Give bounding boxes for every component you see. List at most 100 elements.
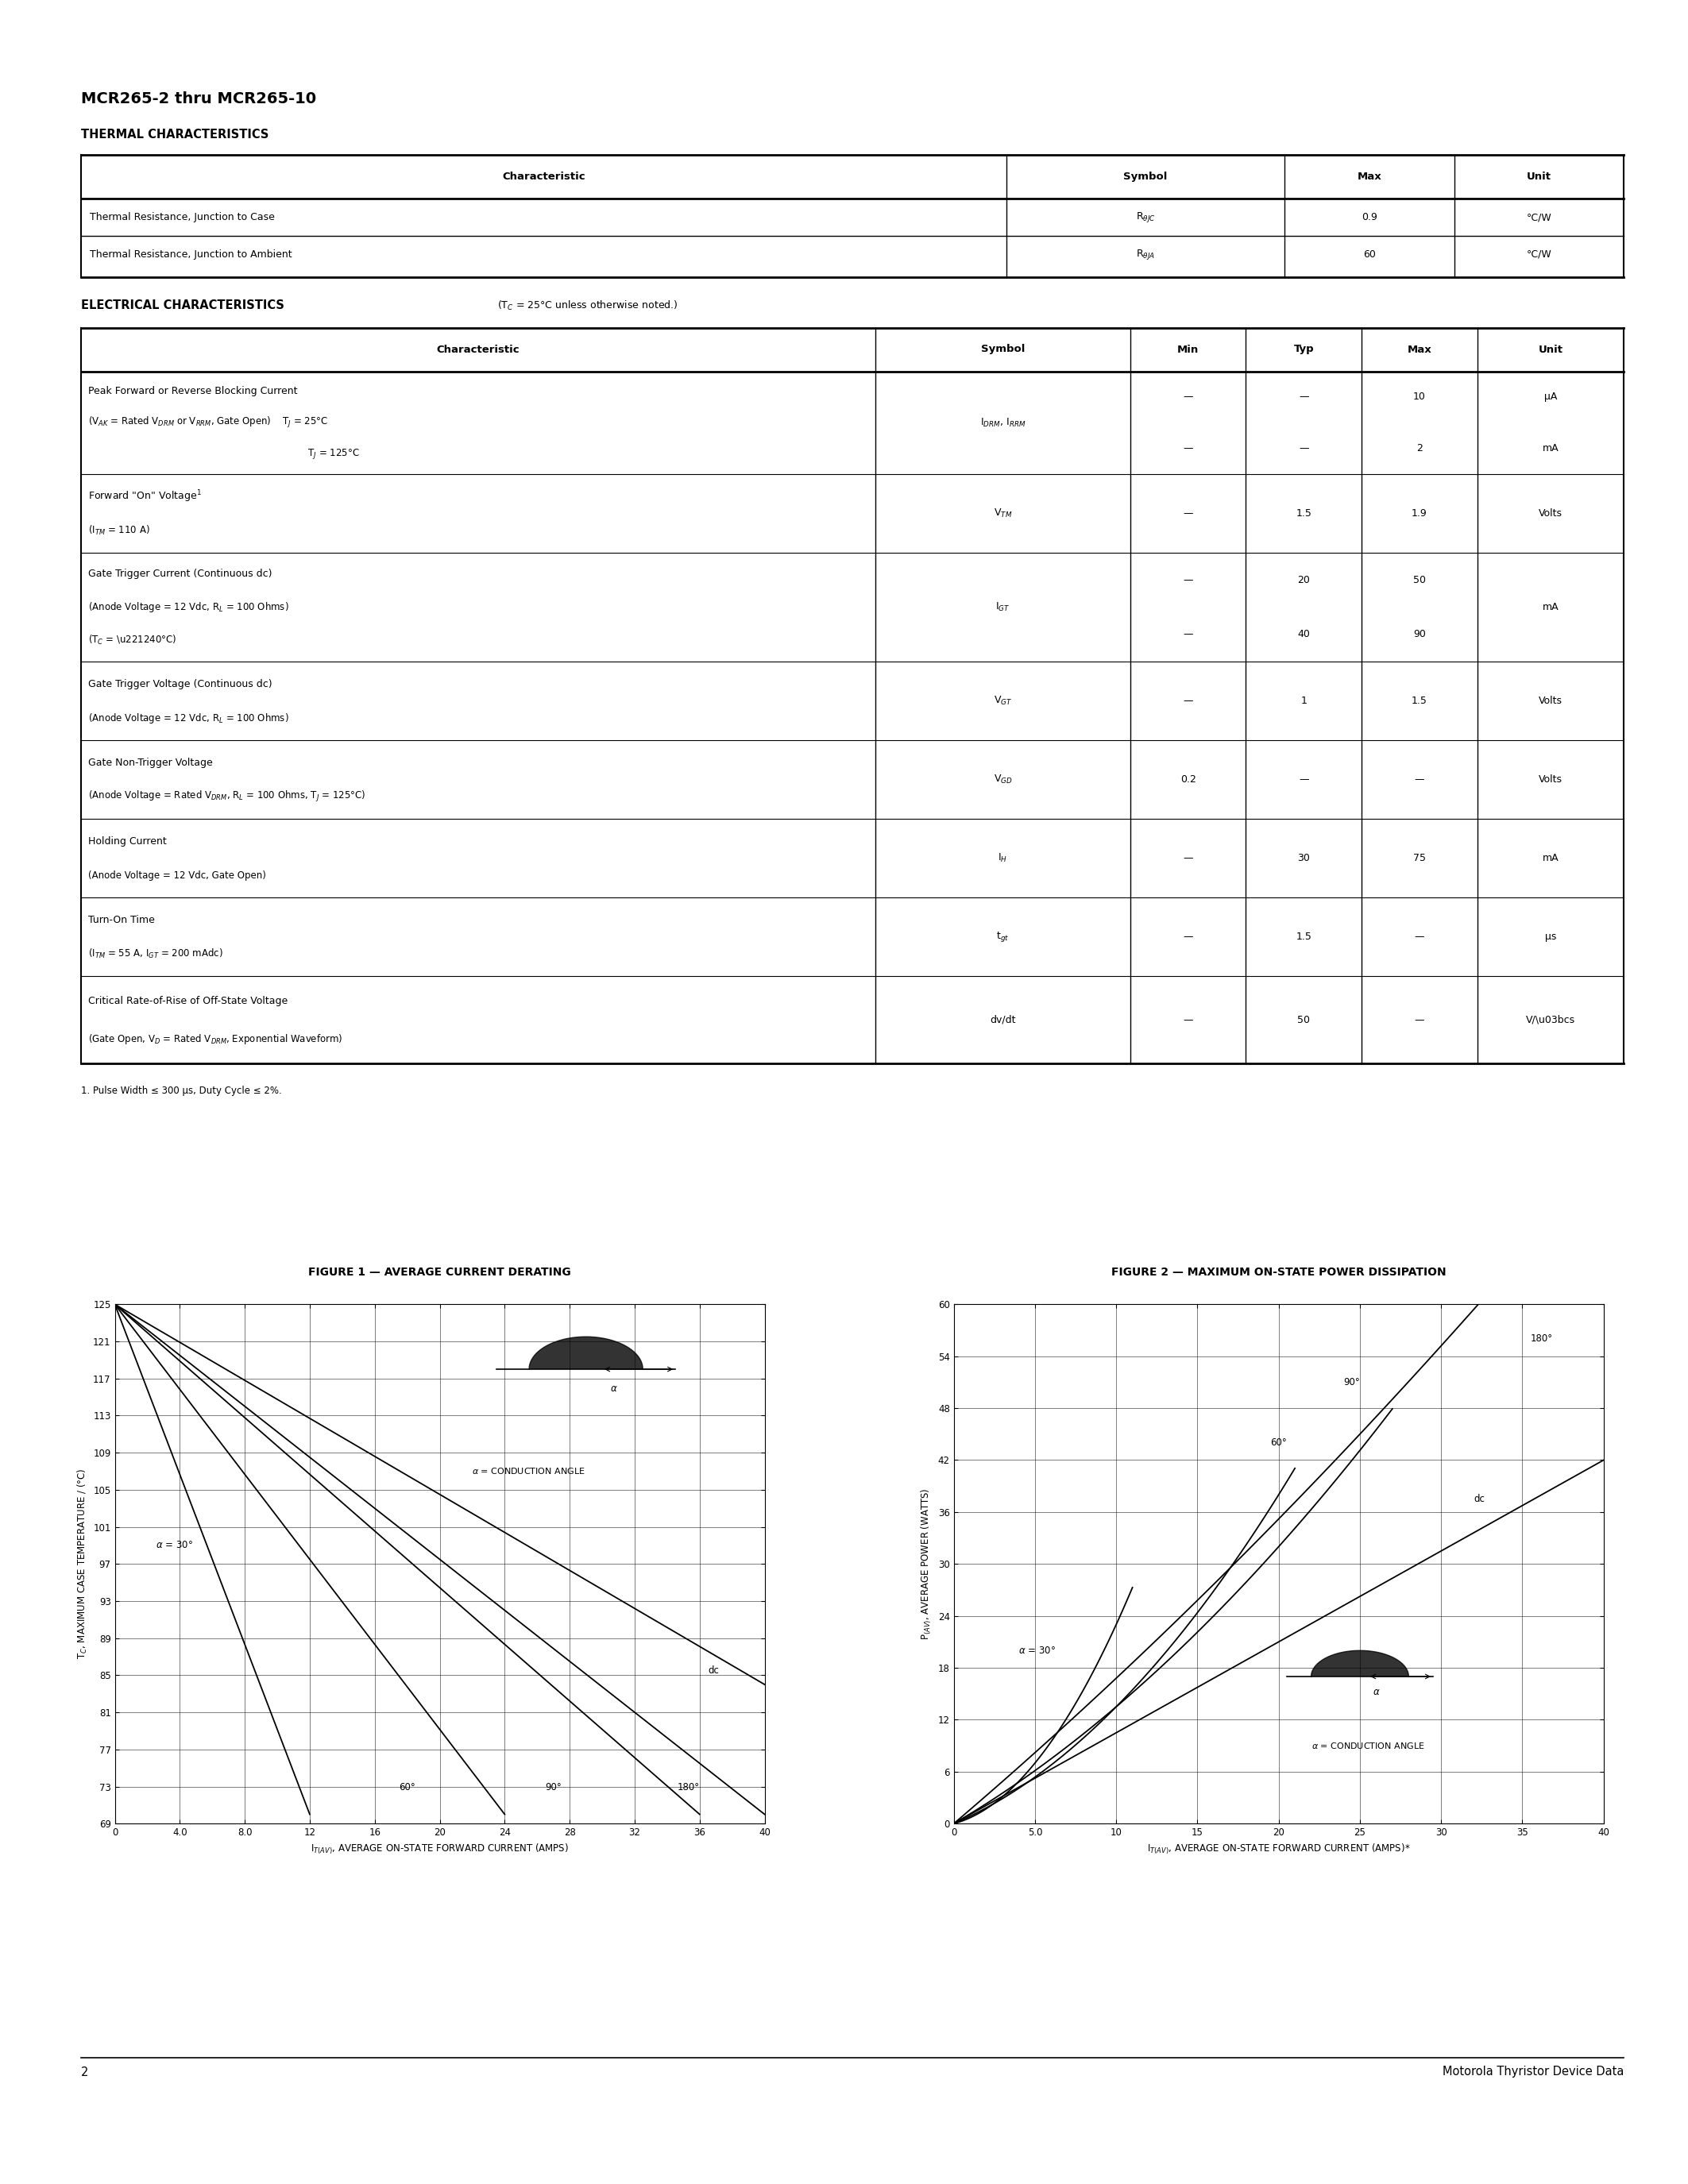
Polygon shape — [1312, 1651, 1408, 1677]
Text: —: — — [1298, 775, 1308, 784]
Text: —: — — [1298, 391, 1308, 402]
Text: 10: 10 — [1413, 391, 1426, 402]
Text: Gate Non-Trigger Voltage: Gate Non-Trigger Voltage — [88, 758, 213, 769]
Text: 60: 60 — [1362, 249, 1376, 260]
Text: 90: 90 — [1413, 629, 1426, 640]
Polygon shape — [528, 1337, 643, 1369]
Text: Typ: Typ — [1293, 345, 1313, 354]
Text: $\alpha$ = CONDUCTION ANGLE: $\alpha$ = CONDUCTION ANGLE — [473, 1465, 586, 1476]
Text: dc: dc — [707, 1666, 719, 1675]
Text: Gate Trigger Current (Continuous dc): Gate Trigger Current (Continuous dc) — [88, 568, 272, 579]
Text: R$_{\theta JA}$: R$_{\theta JA}$ — [1136, 247, 1155, 262]
Text: Turn-On Time: Turn-On Time — [88, 915, 154, 926]
Y-axis label: P$_{(AV)}$, AVERAGE POWER (WATTS): P$_{(AV)}$, AVERAGE POWER (WATTS) — [920, 1487, 933, 1640]
Text: —: — — [1415, 775, 1425, 784]
Text: Thermal Resistance, Junction to Case: Thermal Resistance, Junction to Case — [89, 212, 275, 223]
Text: V/\u03bcs: V/\u03bcs — [1526, 1016, 1575, 1024]
Text: (Anode Voltage = 12 Vdc, R$_L$ = 100 Ohms): (Anode Voltage = 12 Vdc, R$_L$ = 100 Ohm… — [88, 712, 289, 725]
Text: Volts: Volts — [1539, 509, 1563, 518]
Text: Symbol: Symbol — [981, 345, 1025, 354]
Text: 40: 40 — [1298, 629, 1310, 640]
Text: Critical Rate-of-Rise of Off-State Voltage: Critical Rate-of-Rise of Off-State Volta… — [88, 996, 287, 1007]
Text: dv/dt: dv/dt — [989, 1016, 1016, 1024]
Text: —: — — [1183, 509, 1193, 518]
Text: Volts: Volts — [1539, 775, 1563, 784]
Text: (T$_C$ = 25°C unless otherwise noted.): (T$_C$ = 25°C unless otherwise noted.) — [498, 299, 679, 312]
Text: —: — — [1298, 443, 1308, 454]
Text: Min: Min — [1177, 345, 1198, 354]
Text: Thermal Resistance, Junction to Ambient: Thermal Resistance, Junction to Ambient — [89, 249, 292, 260]
Text: 20: 20 — [1298, 574, 1310, 585]
Text: Unit: Unit — [1526, 173, 1551, 181]
Text: (Anode Voltage = 12 Vdc, Gate Open): (Anode Voltage = 12 Vdc, Gate Open) — [88, 869, 265, 880]
Text: 180°: 180° — [1531, 1334, 1553, 1343]
Text: ELECTRICAL CHARACTERISTICS: ELECTRICAL CHARACTERISTICS — [81, 299, 284, 310]
Text: FIGURE 2 — MAXIMUM ON-STATE POWER DISSIPATION: FIGURE 2 — MAXIMUM ON-STATE POWER DISSIP… — [1111, 1267, 1447, 1278]
Text: Motorola Thyristor Device Data: Motorola Thyristor Device Data — [1443, 2066, 1624, 2077]
Text: μA: μA — [1545, 391, 1556, 402]
X-axis label: I$_{T(AV)}$, AVERAGE ON-STATE FORWARD CURRENT (AMPS): I$_{T(AV)}$, AVERAGE ON-STATE FORWARD CU… — [311, 1843, 569, 1856]
Text: Symbol: Symbol — [1124, 173, 1168, 181]
Text: $\alpha$ = 30°: $\alpha$ = 30° — [1020, 1645, 1057, 1655]
Text: 2: 2 — [81, 2066, 88, 2077]
Text: Holding Current: Holding Current — [88, 836, 165, 847]
Text: (I$_{TM}$ = 110 A): (I$_{TM}$ = 110 A) — [88, 524, 150, 537]
Text: R$_{\theta JC}$: R$_{\theta JC}$ — [1136, 210, 1155, 225]
Text: Max: Max — [1357, 173, 1381, 181]
Text: Peak Forward or Reverse Blocking Current: Peak Forward or Reverse Blocking Current — [88, 387, 297, 397]
Text: 1.9: 1.9 — [1411, 509, 1428, 518]
Text: Characteristic: Characteristic — [437, 345, 520, 354]
Text: —: — — [1415, 1016, 1425, 1024]
Text: mA: mA — [1543, 443, 1558, 454]
Text: (V$_{AK}$ = Rated V$_{DRM}$ or V$_{RRM}$, Gate Open)    T$_J$ = 25°C: (V$_{AK}$ = Rated V$_{DRM}$ or V$_{RRM}$… — [88, 415, 327, 430]
Text: 1.5: 1.5 — [1411, 697, 1428, 705]
Text: $\alpha$ = 30°: $\alpha$ = 30° — [155, 1540, 192, 1551]
Text: 60°: 60° — [398, 1782, 415, 1793]
Text: 1. Pulse Width ≤ 300 μs, Duty Cycle ≤ 2%.: 1. Pulse Width ≤ 300 μs, Duty Cycle ≤ 2%… — [81, 1085, 282, 1096]
Text: —: — — [1183, 1016, 1193, 1024]
Text: 1.5: 1.5 — [1296, 933, 1312, 941]
Text: (Anode Voltage = 12 Vdc, R$_L$ = 100 Ohms): (Anode Voltage = 12 Vdc, R$_L$ = 100 Ohm… — [88, 601, 289, 614]
Text: $\alpha$ = CONDUCTION ANGLE: $\alpha$ = CONDUCTION ANGLE — [1312, 1741, 1425, 1752]
Text: 60°: 60° — [1271, 1437, 1286, 1448]
Text: 1: 1 — [1300, 697, 1307, 705]
X-axis label: I$_{T(AV)}$, AVERAGE ON-STATE FORWARD CURRENT (AMPS)*: I$_{T(AV)}$, AVERAGE ON-STATE FORWARD CU… — [1146, 1843, 1411, 1856]
Text: Volts: Volts — [1539, 697, 1563, 705]
Text: —: — — [1183, 443, 1193, 454]
Text: I$_{GT}$: I$_{GT}$ — [996, 601, 1009, 614]
Text: (Anode Voltage = Rated V$_{DRM}$, R$_L$ = 100 Ohms, T$_J$ = 125°C): (Anode Voltage = Rated V$_{DRM}$, R$_L$ … — [88, 791, 365, 804]
Text: t$_{gt}$: t$_{gt}$ — [996, 930, 1009, 943]
Text: μs: μs — [1545, 933, 1556, 941]
Text: °C/W: °C/W — [1526, 212, 1551, 223]
Text: —: — — [1415, 933, 1425, 941]
Text: —: — — [1183, 574, 1193, 585]
Text: THERMAL CHARACTERISTICS: THERMAL CHARACTERISTICS — [81, 129, 268, 140]
Text: (T$_C$ = \u221240°C): (T$_C$ = \u221240°C) — [88, 633, 176, 646]
Text: I$_H$: I$_H$ — [998, 852, 1008, 865]
Text: mA: mA — [1543, 603, 1558, 612]
Text: 75: 75 — [1413, 854, 1426, 863]
Text: MCR265-2 thru MCR265-10: MCR265-2 thru MCR265-10 — [81, 92, 316, 107]
Text: T$_J$ = 125°C: T$_J$ = 125°C — [88, 448, 360, 461]
Text: 30: 30 — [1298, 854, 1310, 863]
Text: 1.5: 1.5 — [1296, 509, 1312, 518]
Text: Max: Max — [1408, 345, 1431, 354]
Text: V$_{GD}$: V$_{GD}$ — [994, 773, 1013, 786]
Text: 90°: 90° — [1344, 1378, 1361, 1387]
Text: —: — — [1183, 933, 1193, 941]
Text: Characteristic: Characteristic — [503, 173, 586, 181]
Text: dc: dc — [1474, 1494, 1485, 1505]
Text: °C/W: °C/W — [1526, 249, 1551, 260]
Text: FIGURE 1 — AVERAGE CURRENT DERATING: FIGURE 1 — AVERAGE CURRENT DERATING — [309, 1267, 571, 1278]
Text: $\alpha$: $\alpha$ — [611, 1382, 618, 1393]
Text: (Gate Open, V$_D$ = Rated V$_{DRM}$, Exponential Waveform): (Gate Open, V$_D$ = Rated V$_{DRM}$, Exp… — [88, 1033, 343, 1046]
Text: —: — — [1183, 629, 1193, 640]
Text: —: — — [1183, 697, 1193, 705]
Text: Unit: Unit — [1538, 345, 1563, 354]
Text: Gate Trigger Voltage (Continuous dc): Gate Trigger Voltage (Continuous dc) — [88, 679, 272, 690]
Text: V$_{TM}$: V$_{TM}$ — [994, 507, 1013, 520]
Text: 0.2: 0.2 — [1180, 775, 1195, 784]
Text: 180°: 180° — [677, 1782, 701, 1793]
Text: —: — — [1183, 391, 1193, 402]
Text: 50: 50 — [1298, 1016, 1310, 1024]
